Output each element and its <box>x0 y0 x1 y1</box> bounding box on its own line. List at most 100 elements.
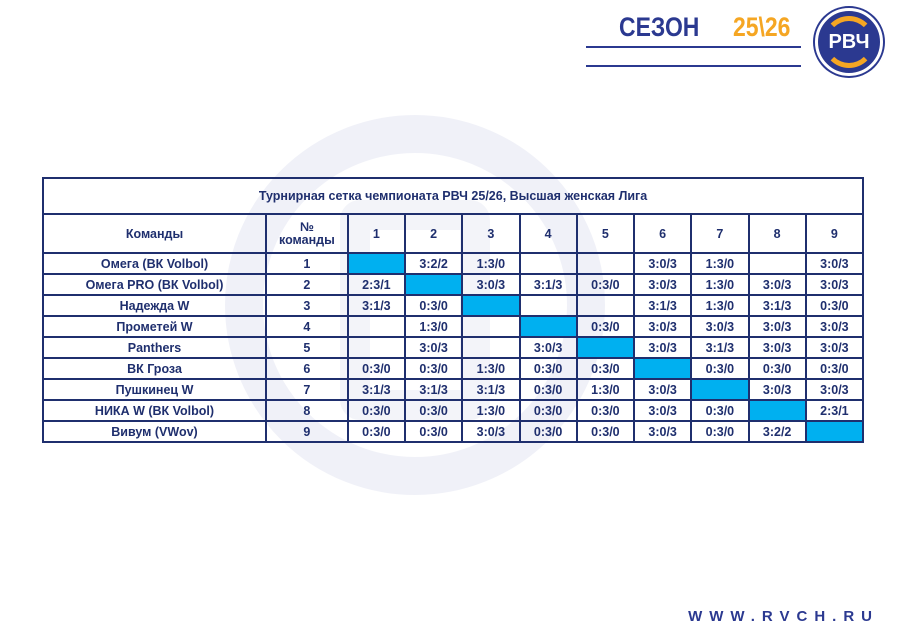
result-cell: 3:0/3 <box>747 273 807 296</box>
team-name: Омега PRO (ВК Volbol) <box>42 273 267 296</box>
result-cell: 3:0/3 <box>632 378 693 401</box>
table-row: Пушкинец W 7 3:1/3 3:1/3 3:1/3 0:3/0 1:3/0 3:0/… <box>42 378 865 401</box>
table-row: НИКА W (ВК Volbol) 8 0:3/0 0:3/0 1:3/0 0:3/0 0… <box>42 399 865 422</box>
result-cell: 3:0/3 <box>804 273 865 296</box>
team-number: 1 <box>265 252 349 275</box>
result-cell <box>747 252 807 275</box>
header-col-1: 1 <box>346 213 407 254</box>
header-col-8: 8 <box>747 213 807 254</box>
team-name: Вивум (VWov) <box>42 420 267 443</box>
team-name: Надежда W <box>42 294 267 317</box>
result-cell: 1:3/0 <box>403 315 464 338</box>
result-cell: 1:3/0 <box>690 273 750 296</box>
result-cell: 1:3/0 <box>575 378 636 401</box>
result-cell <box>518 294 578 317</box>
result-cell: 1:3/0 <box>690 294 750 317</box>
result-cell: 3:0/3 <box>632 252 693 275</box>
result-cell: 0:3/0 <box>346 420 407 443</box>
header-col-2: 2 <box>403 213 464 254</box>
table-title: Турнирная сетка чемпионата РВЧ 25/26, Вы… <box>42 177 864 215</box>
result-cell <box>461 315 521 338</box>
result-cell: 3:1/3 <box>461 378 521 401</box>
result-cell: 2:3/1 <box>804 399 865 422</box>
season-years: 25\26 <box>733 12 791 42</box>
team-name: ВК Гроза <box>42 357 267 380</box>
result-cell: 3:0/3 <box>804 252 865 275</box>
table-row: Надежда W 3 3:1/3 0:3/0 3:1/3 1:3/0 3:1/3 0:3/0 <box>42 294 865 317</box>
header-col-3: 3 <box>461 213 521 254</box>
result-cell: 3:0/3 <box>632 420 693 443</box>
team-name: Пушкинец W <box>42 378 267 401</box>
result-cell: 3:1/3 <box>403 378 464 401</box>
header-col-7: 7 <box>690 213 750 254</box>
result-cell: 3:1/3 <box>518 273 578 296</box>
result-cell: 3:0/3 <box>461 273 521 296</box>
header-col-9: 9 <box>804 213 865 254</box>
header-team-number: № команды <box>265 213 349 254</box>
result-cell: 1:3/0 <box>690 252 750 275</box>
table-row: ВК Гроза 6 0:3/0 0:3/0 1:3/0 0:3/0 0:3/0 0:3/0 0… <box>42 357 865 380</box>
result-cell: 3:0/3 <box>804 336 865 359</box>
result-cell: 3:0/3 <box>690 315 750 338</box>
result-cell: 0:3/0 <box>518 399 578 422</box>
result-cell: 3:2/2 <box>747 420 807 443</box>
season-label: СЕЗОН <box>619 12 700 42</box>
result-cell: 0:3/0 <box>403 357 464 380</box>
result-cell: 0:3/0 <box>403 399 464 422</box>
result-cell: 3:0/3 <box>747 336 807 359</box>
result-cell: 0:3/0 <box>575 420 636 443</box>
result-cell: 0:3/0 <box>518 378 578 401</box>
result-cell <box>575 252 636 275</box>
team-name: Омега (ВК Volbol) <box>42 252 267 275</box>
rvch-logo: РВЧ <box>815 8 883 76</box>
team-name: Panthers <box>42 336 267 359</box>
diagonal-cell <box>461 294 521 317</box>
result-cell: 3:1/3 <box>346 378 407 401</box>
tournament-grid: Турнирная сетка чемпионата РВЧ 25/26, Вы… <box>42 177 865 443</box>
team-number: 2 <box>265 273 349 296</box>
result-cell: 1:3/0 <box>461 357 521 380</box>
result-cell <box>346 336 407 359</box>
diagonal-cell <box>804 420 865 443</box>
team-number: 3 <box>265 294 349 317</box>
result-cell: 1:3/0 <box>461 399 521 422</box>
result-cell: 3:1/3 <box>346 294 407 317</box>
table-row: Вивум (VWov) 9 0:3/0 0:3/0 3:0/3 0:3/0 0:3/0 3:… <box>42 420 865 443</box>
result-cell: 3:1/3 <box>690 336 750 359</box>
website-url[interactable]: WWW.RVCH.RU <box>688 608 879 625</box>
result-cell: 0:3/0 <box>804 294 865 317</box>
divider <box>586 46 801 48</box>
team-number: 9 <box>265 420 349 443</box>
result-cell <box>518 252 578 275</box>
result-cell: 0:3/0 <box>575 273 636 296</box>
team-number: 6 <box>265 357 349 380</box>
result-cell: 0:3/0 <box>518 357 578 380</box>
result-cell: 3:0/3 <box>632 399 693 422</box>
result-cell: 0:3/0 <box>346 399 407 422</box>
result-cell: 3:0/3 <box>632 315 693 338</box>
header-col-5: 5 <box>575 213 636 254</box>
result-cell: 3:1/3 <box>632 294 693 317</box>
diagonal-cell <box>690 378 750 401</box>
diagonal-cell <box>518 315 578 338</box>
header-col-6: 6 <box>632 213 693 254</box>
diagonal-cell <box>403 273 464 296</box>
result-cell <box>461 336 521 359</box>
result-cell: 0:3/0 <box>403 294 464 317</box>
result-cell: 3:0/3 <box>461 420 521 443</box>
result-cell: 0:3/0 <box>575 399 636 422</box>
header-teams: Команды <box>42 213 267 254</box>
team-number: 5 <box>265 336 349 359</box>
table-row: Panthers 5 3:0/3 3:0/3 3:0/3 3:1/3 3:0/3 3:0/3 <box>42 336 865 359</box>
diagonal-cell <box>346 252 407 275</box>
team-name: Прометей W <box>42 315 267 338</box>
table-row: Прометей W 4 1:3/0 0:3/0 3:0/3 3:0/3 3:0/3 3:0/… <box>42 315 865 338</box>
result-cell: 0:3/0 <box>804 357 865 380</box>
result-cell: 0:3/0 <box>575 357 636 380</box>
result-cell: 3:0/3 <box>632 336 693 359</box>
result-cell: 3:0/3 <box>403 336 464 359</box>
table-row: Омега (ВК Volbol) 1 3:2/2 1:3/0 3:0/3 1:3/0 3:… <box>42 252 865 275</box>
result-cell: 0:3/0 <box>518 420 578 443</box>
result-cell: 0:3/0 <box>747 357 807 380</box>
result-cell: 0:3/0 <box>690 420 750 443</box>
